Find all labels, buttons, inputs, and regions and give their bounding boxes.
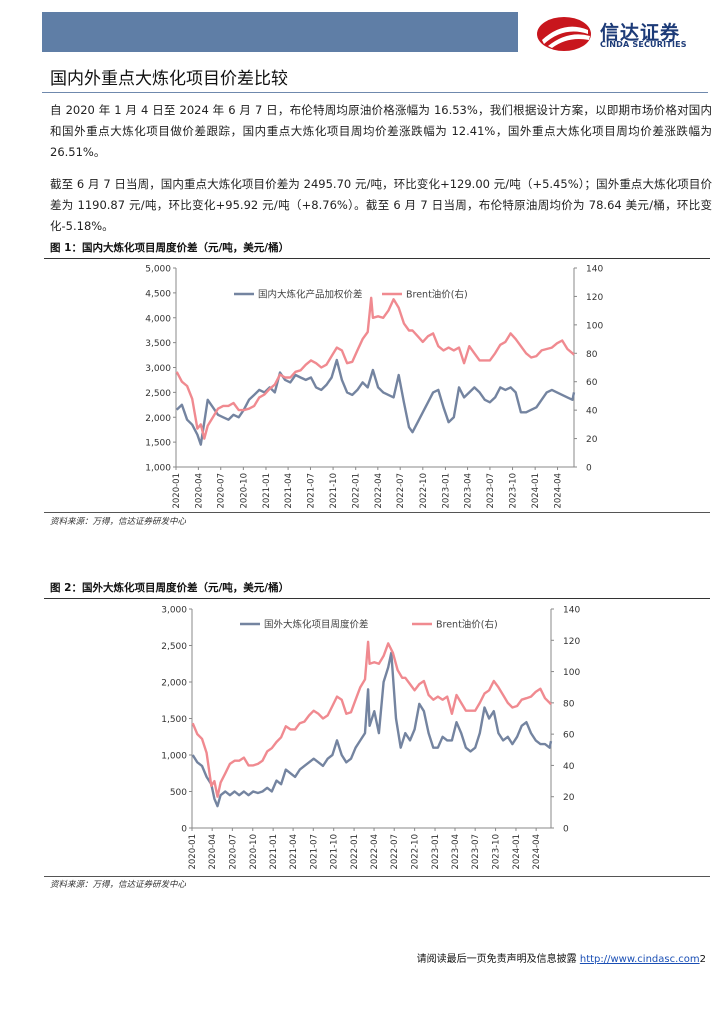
y-right-tick-label: 100 <box>586 321 603 331</box>
x-tick-label: 2022-10 <box>419 473 429 509</box>
page-number: 2 <box>699 954 706 965</box>
y-left-tick-label: 1,000 <box>145 464 171 474</box>
x-tick-label: 2023-01 <box>441 473 451 509</box>
section-title: 国内外重点大炼化项目价差比较 <box>50 69 288 89</box>
y-left-tick-label: 2,500 <box>161 642 187 652</box>
x-tick-label: 2024-01 <box>512 834 522 870</box>
paragraph-1: 自 2020 年 1 月 4 日至 2024 年 6 月 7 日，布伦特周均原油… <box>50 103 712 159</box>
legend-label: Brent油价(右) <box>436 619 498 631</box>
y-left-tick-label: 5,000 <box>145 265 171 275</box>
figure-1-svg: 1,000 1,500 2,000 2,500 3,000 3,500 4,000 4,500… <box>145 265 603 509</box>
y-right-tick-label: 120 <box>563 637 580 647</box>
figure-2-svg: 0 500 1,000 1,500 2,000 2,500 3,000 0 20 40 60 80 10… <box>161 606 580 870</box>
y-left-tick-label: 500 <box>170 788 187 798</box>
y-left-tick-label: 1,500 <box>161 715 187 725</box>
legend-label: 国内大炼化产品加权价差 <box>258 289 363 301</box>
y-right-tick-label: 120 <box>586 293 603 303</box>
x-tick-label: 2021-04 <box>284 473 294 509</box>
y-right-tick-label: 100 <box>563 668 580 678</box>
figure-1-caption: 图 1：国内大炼化项目周度价差（元/吨，美元/桶） <box>44 238 710 259</box>
y-right-tick-label: 20 <box>563 793 575 803</box>
series-line-brent <box>175 296 575 440</box>
x-tick-label: 2024-04 <box>532 834 542 870</box>
y-left-tick-label: 4,500 <box>145 289 171 299</box>
x-tick-label: 2021-01 <box>269 834 279 870</box>
legend-label: 国外大炼化项目周度价差 <box>264 619 369 631</box>
x-tick-label: 2023-04 <box>451 834 461 870</box>
y-right-tick-label: 80 <box>563 699 575 709</box>
paragraph-2: 截至 6 月 7 日当周，国内重点大炼化项目价差为 2495.70 元/吨，环比… <box>50 177 712 233</box>
x-tick-label: 2023-10 <box>492 834 502 870</box>
y-right-tick-label: 60 <box>563 731 575 741</box>
y-left-tick-label: 3,500 <box>145 339 171 349</box>
y-left-tick-label: 1,000 <box>161 752 187 762</box>
title-divider <box>42 92 708 93</box>
x-tick-label: 2021-01 <box>262 473 272 509</box>
figure-1-caption-text: 图 1：国内大炼化项目周度价差（元/吨，美元/桶） <box>50 242 290 254</box>
page-footer: 请阅读最后一页免责声明及信息披露 http://www.cindasc.com2 <box>417 950 706 965</box>
x-tick-label: 2022-07 <box>390 834 400 870</box>
y-left-tick-label: 0 <box>181 825 187 835</box>
x-tick-label: 2021-10 <box>330 834 340 870</box>
logo-en-text: CINDA SECURITIES <box>600 40 687 49</box>
y-right-tick-label: 140 <box>563 606 580 616</box>
y-left-tick-label: 2,500 <box>145 389 171 399</box>
x-tick-label: 2022-07 <box>396 473 406 509</box>
cinda-logo-icon <box>537 17 591 51</box>
x-tick-label: 2020-10 <box>249 834 259 870</box>
y-right-tick-label: 60 <box>586 378 598 388</box>
x-tick-label: 2020-07 <box>217 473 227 509</box>
figure-2-caption: 图 2：国外大炼化项目周度价差（元/吨，美元/桶） <box>44 578 710 599</box>
x-tick-label: 2023-04 <box>464 473 474 509</box>
y-left-tick-label: 3,000 <box>145 364 171 374</box>
x-tick-label: 2021-10 <box>329 473 339 509</box>
legend-label: Brent油价(右) <box>406 289 468 301</box>
y-left-tick-label: 2,000 <box>145 414 171 424</box>
x-tick-label: 2020-10 <box>239 473 249 509</box>
brand-logo: 信达证券 CINDA SECURITIES <box>534 14 714 54</box>
x-tick-label: 2020-01 <box>172 473 182 509</box>
y-right-tick-label: 0 <box>586 464 592 474</box>
series-line-brent <box>191 640 552 798</box>
x-tick-label: 2023-07 <box>486 473 496 509</box>
y-left-tick-label: 2,000 <box>161 679 187 689</box>
x-tick-label: 2020-07 <box>228 834 238 870</box>
series-line-spread <box>175 358 576 446</box>
x-tick-label: 2022-01 <box>350 834 360 870</box>
y-right-tick-label: 140 <box>586 265 603 275</box>
x-tick-label: 2020-01 <box>188 834 198 870</box>
y-right-tick-label: 40 <box>586 407 598 417</box>
disclaimer-text: 请阅读最后一页免责声明及信息披露 <box>416 954 580 965</box>
x-tick-label: 2021-07 <box>306 473 316 509</box>
x-tick-label: 2022-01 <box>352 473 362 509</box>
x-tick-label: 2020-04 <box>194 473 204 509</box>
x-tick-label: 2023-10 <box>509 473 519 509</box>
figure-2-chart: 0 500 1,000 1,500 2,000 2,500 3,000 0 20 40 60 80 10… <box>44 600 710 877</box>
figure-2-source: 资料来源：万得，信达证券研发中心 <box>50 880 187 890</box>
figure-1-source: 资料来源：万得，信达证券研发中心 <box>50 517 187 527</box>
figure-2-caption-text: 图 2：国外大炼化项目周度价差（元/吨，美元/桶） <box>50 582 290 594</box>
x-tick-label: 2023-01 <box>431 834 441 870</box>
x-tick-label: 2022-04 <box>374 473 384 509</box>
figure-1-chart: 1,000 1,500 2,000 2,500 3,000 3,500 4,000 4,500… <box>44 260 710 513</box>
y-right-tick-label: 20 <box>586 435 598 445</box>
y-right-tick-label: 40 <box>563 762 575 772</box>
y-right-tick-label: 0 <box>563 825 569 835</box>
x-tick-label: 2023-07 <box>471 834 481 870</box>
y-left-tick-label: 4,000 <box>145 314 171 324</box>
logo-cn-text: 信达证券 <box>600 22 681 44</box>
website-link[interactable]: http://www.cindasc.com <box>579 954 700 965</box>
x-tick-label: 2021-04 <box>289 834 299 870</box>
x-tick-label: 2022-10 <box>411 834 421 870</box>
x-tick-label: 2020-04 <box>208 834 218 870</box>
y-right-tick-label: 80 <box>586 350 598 360</box>
y-left-tick-label: 1,500 <box>145 439 171 449</box>
y-left-tick-label: 3,000 <box>161 606 187 616</box>
x-tick-label: 2022-04 <box>370 834 380 870</box>
series-line-spread <box>191 651 553 808</box>
header-banner <box>42 12 518 52</box>
x-tick-label: 2024-01 <box>531 473 541 509</box>
x-tick-label: 2021-07 <box>309 834 319 870</box>
x-tick-label: 2024-04 <box>554 473 564 509</box>
